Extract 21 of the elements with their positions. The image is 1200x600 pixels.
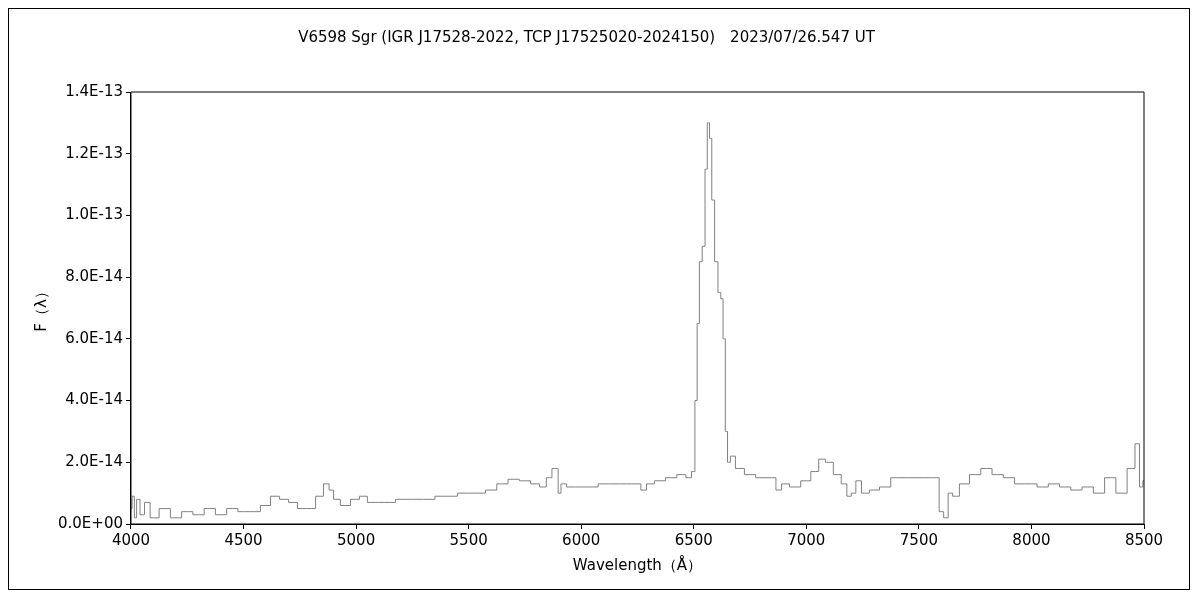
x-tick-label: 5000 <box>337 530 376 549</box>
x-axis-title: Wavelength（Å） <box>572 554 703 574</box>
y-tick-label: 1.2E-13 <box>65 143 123 162</box>
x-tick-label: 8500 <box>1124 530 1164 549</box>
x-tick-label: 6000 <box>562 530 601 549</box>
y-tick-label: 1.4E-13 <box>65 81 123 100</box>
y-tick-label: 0.0E+00 <box>57 513 123 532</box>
y-axis-title: F（λ） <box>31 284 50 332</box>
y-tick-label: 2.0E-14 <box>65 452 123 471</box>
x-tick-label: 7000 <box>787 530 826 549</box>
y-tick-label: 1.0E-13 <box>65 205 123 224</box>
chart-title: V6598 Sgr (IGR J17528-2022, TCP J17525020-2024150) 2023/07/26.547 UT <box>298 27 876 46</box>
x-tick-label: 6500 <box>674 530 713 549</box>
y-tick-label: 6.0E-14 <box>65 328 123 347</box>
x-tick-label: 8000 <box>1012 530 1051 549</box>
y-tick-label: 8.0E-14 <box>65 267 123 286</box>
x-tick-label: 4500 <box>224 530 263 549</box>
x-tick-label: 7500 <box>899 530 938 549</box>
x-tick-label: 4000 <box>111 530 151 549</box>
y-tick-label: 4.0E-14 <box>65 390 123 409</box>
x-tick-label: 5500 <box>449 530 488 549</box>
